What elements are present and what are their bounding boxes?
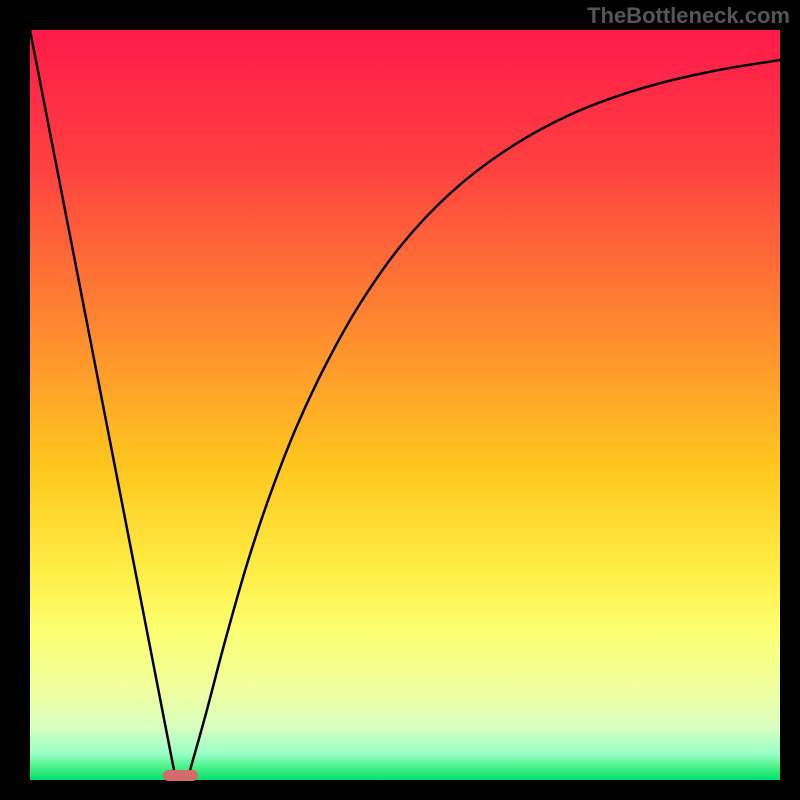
bottleneck-marker: [163, 770, 198, 781]
watermark-text: TheBottleneck.com: [587, 3, 790, 29]
plot-area: [30, 30, 780, 780]
curve-lines: [30, 30, 780, 780]
chart-container: TheBottleneck.com: [0, 0, 800, 800]
